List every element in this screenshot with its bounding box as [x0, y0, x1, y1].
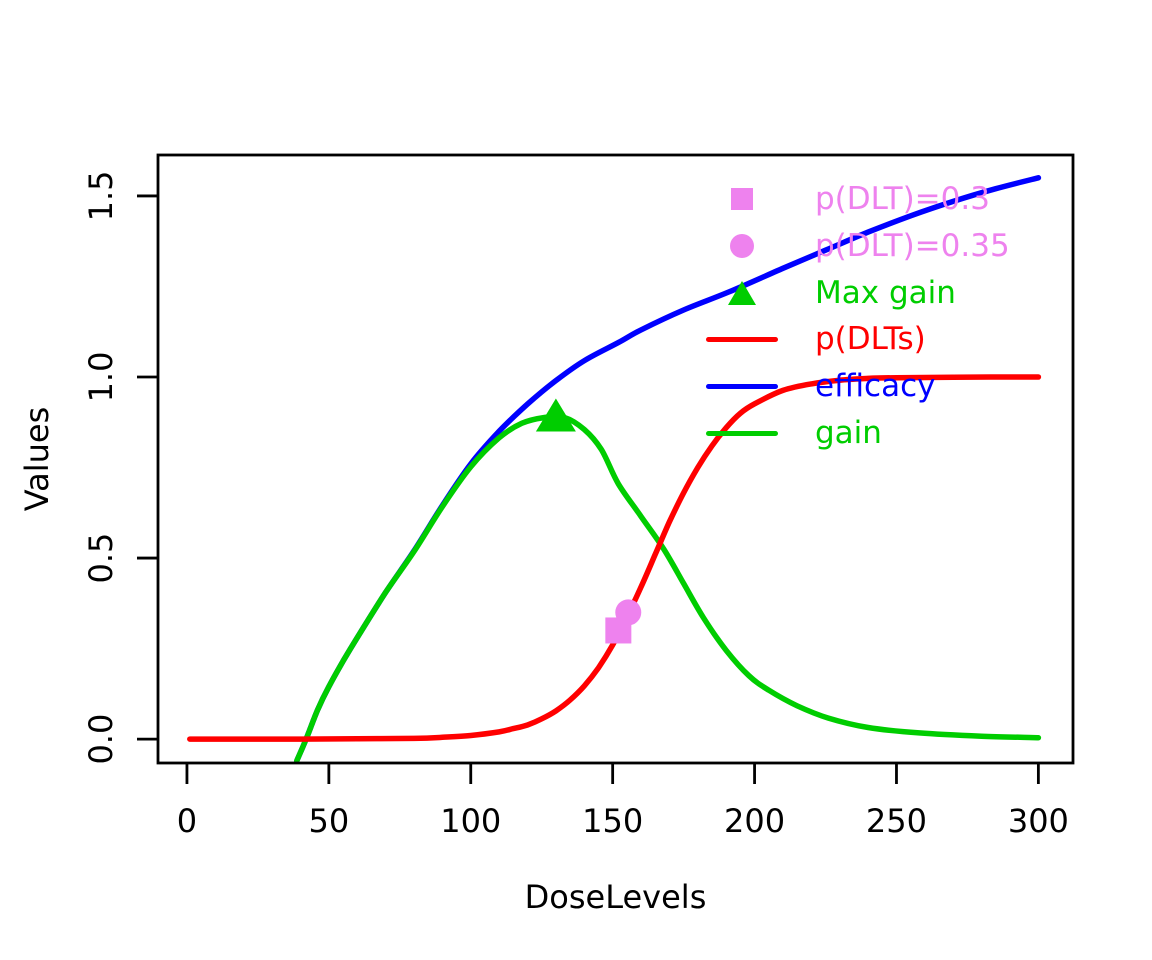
legend-circle-icon: [690, 223, 815, 270]
legend-label: Max gain: [815, 274, 956, 311]
legend-item-max-gain: Max gain: [690, 270, 1010, 317]
legend-item-gain: gain: [690, 410, 1010, 457]
legend-line-icon: [690, 363, 815, 410]
x-tick-label: 200: [724, 802, 785, 840]
series-curve-gain: [294, 413, 1042, 764]
circle-glyph: [730, 234, 754, 259]
triangle-glyph: [728, 280, 756, 305]
plot-border: [156, 153, 1075, 765]
y-tick-label: 0.5: [82, 533, 120, 584]
legend: p(DLT)=0.3 p(DLT)=0.35 Max gain p(DLTs) effi…: [690, 176, 1010, 457]
legend-label: efficacy: [815, 368, 936, 405]
y-tick-label: 1.0: [82, 352, 120, 403]
legend-label: gain: [815, 414, 882, 451]
line-glyph: [706, 384, 778, 390]
x-tick-label: 150: [582, 802, 643, 840]
legend-triangle-icon: [690, 270, 815, 317]
legend-item-efficacy: efficacy: [690, 363, 1010, 410]
marker-triangle-max-gain: [535, 398, 576, 432]
y-axis-title: Values: [18, 406, 56, 512]
x-tick-label: 50: [308, 802, 349, 840]
x-tick-label: 0: [177, 802, 197, 840]
legend-label: p(DLT)=0.3: [815, 181, 990, 217]
legend-square-icon: [690, 176, 815, 223]
x-axis-title: DoseLevels: [524, 878, 707, 916]
legend-item-p-dlts: p(DLTs): [690, 316, 1010, 363]
legend-label: p(DLTs): [815, 321, 926, 358]
x-tick-label: 100: [440, 802, 501, 840]
legend-line-icon: [690, 410, 815, 457]
legend-item-p-dlt-0-3: p(DLT)=0.3: [690, 176, 1010, 223]
legend-line-icon: [690, 316, 815, 363]
line-glyph: [706, 337, 778, 343]
x-tick-label: 250: [866, 802, 927, 840]
legend-item-p-dlt-0-35: p(DLT)=0.35: [690, 223, 1010, 270]
y-tick-label: 0.0: [82, 714, 120, 765]
y-tick-label: 1.5: [82, 170, 120, 221]
legend-label: p(DLT)=0.35: [815, 227, 1010, 264]
marker-circle-p-dlt-0-35: [615, 599, 642, 626]
x-tick-label: 300: [1008, 802, 1069, 840]
square-glyph: [731, 188, 753, 211]
line-glyph: [706, 430, 778, 436]
